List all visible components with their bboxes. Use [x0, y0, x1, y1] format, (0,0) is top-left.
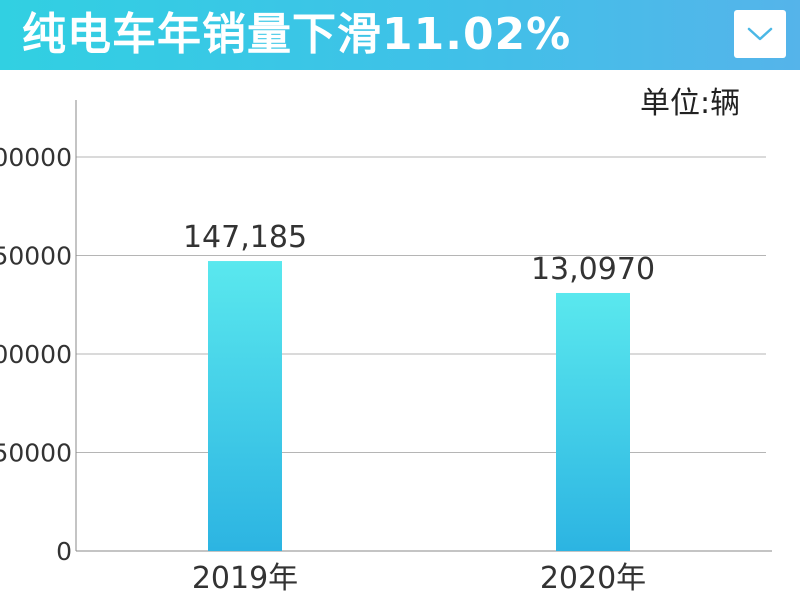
y-tick-label: 200000 — [0, 143, 72, 172]
x-tick-label: 2019年 — [192, 561, 298, 596]
y-tick-label: 150000 — [0, 242, 72, 271]
dropdown-button[interactable] — [734, 10, 786, 58]
data-label: 13,0970 — [531, 252, 655, 287]
bar — [208, 261, 282, 551]
y-tick-label: 100000 — [0, 340, 72, 369]
chevron-down-icon — [747, 27, 773, 41]
bar — [556, 292, 630, 551]
data-label: 147,185 — [183, 220, 307, 255]
page-title: 纯电车年销量下滑11.02% — [22, 9, 572, 60]
title-bar: 纯电车年销量下滑11.02% — [0, 0, 800, 70]
y-tick-label: 50000 — [0, 439, 72, 468]
unit-label: 单位:辆 — [640, 86, 741, 121]
x-tick-label: 2020年 — [540, 561, 646, 596]
y-tick-label: 0 — [56, 537, 72, 566]
